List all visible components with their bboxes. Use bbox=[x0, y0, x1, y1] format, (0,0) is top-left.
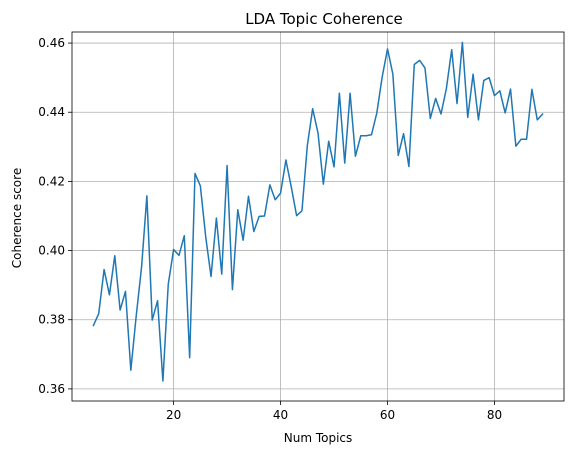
y-axis-ticks: 0.36 0.38 0.40 0.42 0.44 0.46 bbox=[38, 36, 72, 396]
y-tick-label: 0.40 bbox=[38, 244, 65, 258]
plot-area-frame bbox=[71, 31, 565, 402]
y-tick-label: 0.46 bbox=[38, 36, 65, 50]
y-tick-label: 0.38 bbox=[38, 313, 65, 327]
y-tick-label: 0.44 bbox=[38, 105, 65, 119]
x-tick-label: 60 bbox=[380, 408, 395, 422]
y-gridlines bbox=[72, 42, 564, 390]
chart-title: LDA Topic Coherence bbox=[245, 10, 403, 28]
x-axis-label: Num Topics bbox=[284, 431, 353, 445]
y-axis-label: Coherence score bbox=[10, 168, 24, 268]
x-tick-label: 20 bbox=[166, 408, 181, 422]
coherence-series-line bbox=[92, 41, 544, 382]
y-tick-label: 0.36 bbox=[38, 382, 65, 396]
y-tick-label: 0.42 bbox=[38, 174, 65, 188]
x-axis-ticks: 20 40 60 80 bbox=[166, 401, 502, 422]
x-tick-label: 40 bbox=[273, 408, 288, 422]
x-tick-label: 80 bbox=[487, 408, 502, 422]
